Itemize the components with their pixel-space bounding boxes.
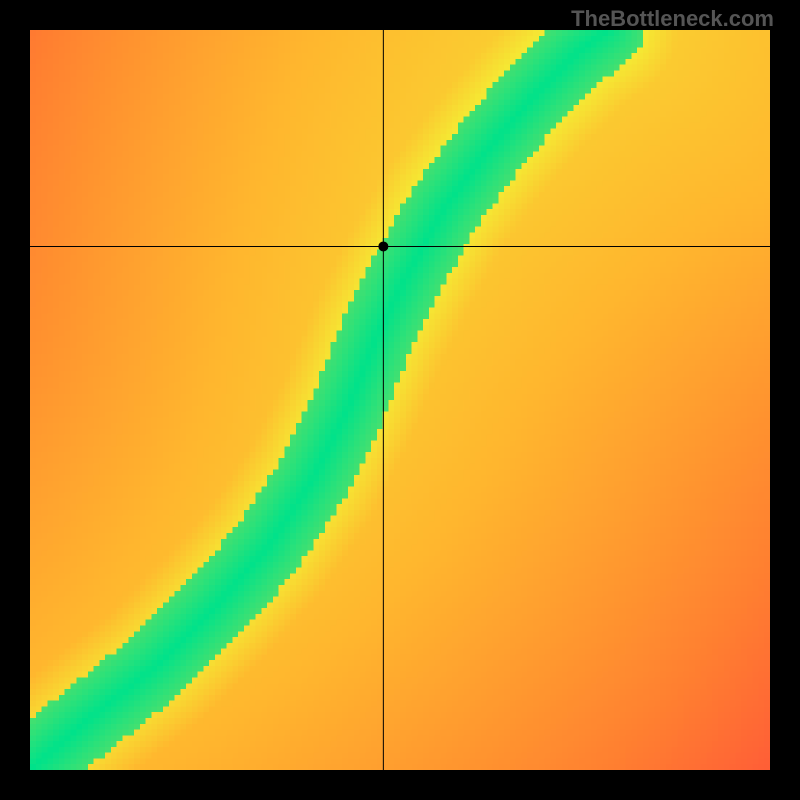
watermark-text: TheBottleneck.com: [571, 6, 774, 32]
crosshair-dot: [378, 241, 388, 251]
chart-container: TheBottleneck.com: [0, 0, 800, 800]
plot-area: [30, 30, 770, 770]
crosshair-overlay: [30, 30, 770, 770]
